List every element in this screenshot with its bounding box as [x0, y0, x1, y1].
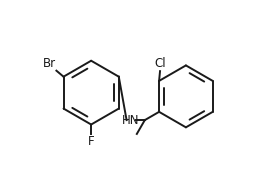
Text: F: F — [88, 135, 95, 148]
Text: HN: HN — [122, 114, 140, 127]
Text: Br: Br — [43, 57, 56, 70]
Text: Cl: Cl — [154, 57, 166, 70]
